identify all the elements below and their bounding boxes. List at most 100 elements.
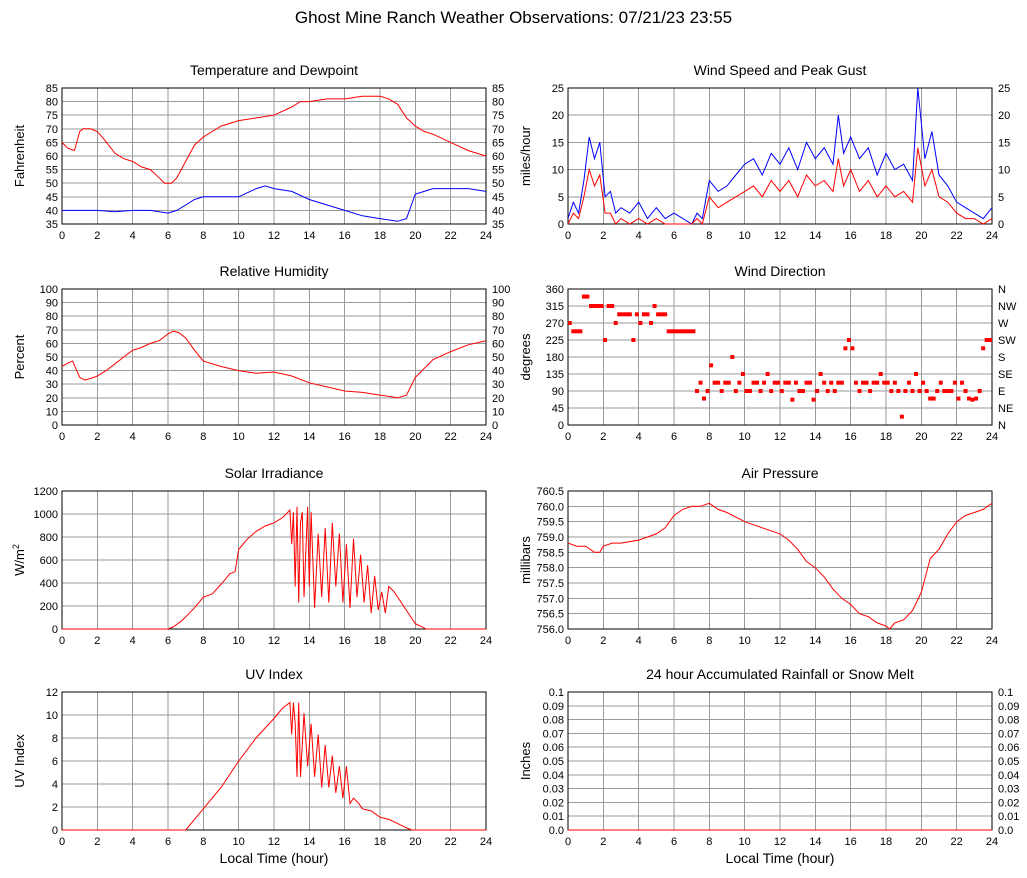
- data-point: [864, 380, 869, 385]
- chart-title: 24 hour Accumulated Rainfall or Snow Mel…: [646, 666, 914, 682]
- series-line-0: [568, 502, 992, 630]
- data-point: [839, 380, 844, 385]
- x-tick-label: 2: [600, 836, 606, 848]
- y-tick-label: 0.06: [543, 742, 564, 754]
- y-tick-label: 55: [46, 165, 58, 177]
- y-tick-label: 1200: [34, 486, 58, 498]
- page-title: Ghost Mine Ranch Weather Observations: 0…: [294, 8, 733, 27]
- data-point: [917, 389, 922, 393]
- x-tick-label: 12: [268, 431, 280, 443]
- data-point: [726, 380, 731, 385]
- y-tick-label: 10: [46, 710, 58, 722]
- x-tick-label: 10: [739, 230, 751, 242]
- x-tick-label: 22: [445, 230, 457, 242]
- x-tick-label: 16: [845, 230, 857, 242]
- right-y-tick-label: NE: [998, 403, 1013, 415]
- y-axis-label: UV Index: [12, 734, 27, 788]
- x-tick-label: 14: [303, 836, 315, 848]
- data-point: [659, 312, 664, 317]
- y-tick-label: 270: [546, 318, 564, 330]
- right-y-tick-label: 10: [998, 165, 1010, 177]
- x-tick-label: 0: [59, 836, 65, 848]
- right-y-tick-label: 35: [492, 219, 504, 231]
- data-point: [949, 389, 954, 393]
- data-point: [758, 389, 763, 393]
- x-tick-label: 0: [565, 836, 571, 848]
- x-tick-label: 14: [809, 230, 821, 242]
- data-point: [783, 380, 788, 385]
- x-tick-label: 4: [636, 230, 642, 242]
- y-tick-label: 0.09: [543, 701, 564, 713]
- data-point: [910, 389, 915, 393]
- y-tick-label: 757.5: [536, 578, 564, 590]
- x-tick-label: 22: [445, 836, 457, 848]
- right-y-tick-label: 60: [492, 151, 504, 163]
- x-tick-label: 2: [94, 836, 100, 848]
- chart-wdir: 0 2 4 6 8 10 12 14 16 18 20 22 240459013518022527031…: [518, 263, 1017, 443]
- x-tick-label: 10: [739, 635, 751, 647]
- right-y-tick-label: 0.09: [998, 701, 1019, 713]
- x-axis-label: Local Time (hour): [220, 850, 329, 866]
- right-y-tick-label: 40: [492, 205, 504, 217]
- x-tick-label: 4: [636, 431, 642, 443]
- data-point: [850, 346, 855, 351]
- y-tick-label: 20: [46, 393, 58, 405]
- data-point: [634, 312, 639, 317]
- x-tick-label: 12: [774, 635, 786, 647]
- data-point: [853, 380, 858, 385]
- x-tick-label: 22: [951, 836, 963, 848]
- data-point: [959, 380, 964, 385]
- data-point: [935, 389, 940, 393]
- x-tick-label: 8: [200, 230, 206, 242]
- y-tick-label: 759.0: [536, 532, 564, 544]
- data-point: [921, 380, 926, 385]
- data-point: [740, 372, 745, 376]
- data-point: [673, 329, 678, 334]
- x-tick-label: 0: [59, 635, 65, 647]
- right-y-tick-label: 0.07: [998, 728, 1019, 740]
- y-tick-label: 80: [46, 97, 58, 109]
- data-point: [942, 389, 947, 393]
- y-tick-label: 400: [40, 578, 58, 590]
- x-tick-label: 2: [94, 431, 100, 443]
- x-tick-label: 10: [233, 836, 245, 848]
- data-point: [829, 380, 834, 385]
- data-point: [687, 329, 692, 334]
- x-tick-label: 14: [303, 230, 315, 242]
- data-point: [627, 312, 632, 317]
- x-tick-label: 6: [165, 230, 171, 242]
- x-tick-label: 14: [809, 836, 821, 848]
- data-point: [938, 380, 943, 385]
- data-point: [861, 380, 866, 385]
- y-tick-label: 0: [52, 825, 58, 837]
- data-point: [762, 380, 767, 385]
- x-tick-label: 20: [409, 836, 421, 848]
- data-point: [684, 329, 689, 334]
- right-y-tick-label: 25: [998, 83, 1010, 95]
- x-tick-label: 18: [880, 635, 892, 647]
- right-y-tick-label: 80: [492, 311, 504, 323]
- data-point: [899, 414, 904, 419]
- x-tick-label: 16: [339, 836, 351, 848]
- right-y-tick-label: 55: [492, 165, 504, 177]
- x-tick-label: 12: [268, 635, 280, 647]
- data-point: [698, 380, 703, 385]
- x-tick-label: 12: [774, 230, 786, 242]
- series-line-0: [62, 95, 486, 184]
- right-y-tick-label: SE: [998, 369, 1013, 381]
- data-point: [719, 389, 724, 393]
- y-tick-label: 90: [46, 298, 58, 310]
- x-tick-label: 22: [445, 635, 457, 647]
- y-tick-label: 90: [552, 386, 564, 398]
- x-tick-label: 8: [706, 836, 712, 848]
- x-tick-label: 10: [233, 635, 245, 647]
- data-point: [885, 380, 890, 385]
- y-tick-label: 315: [546, 301, 564, 313]
- x-tick-label: 20: [409, 431, 421, 443]
- y-axis-label: W/m2: [11, 544, 27, 576]
- x-tick-label: 8: [706, 431, 712, 443]
- y-axis-label: degrees: [518, 333, 533, 380]
- right-y-tick-label: 5: [998, 192, 1004, 204]
- data-point: [952, 380, 957, 385]
- x-tick-label: 6: [671, 635, 677, 647]
